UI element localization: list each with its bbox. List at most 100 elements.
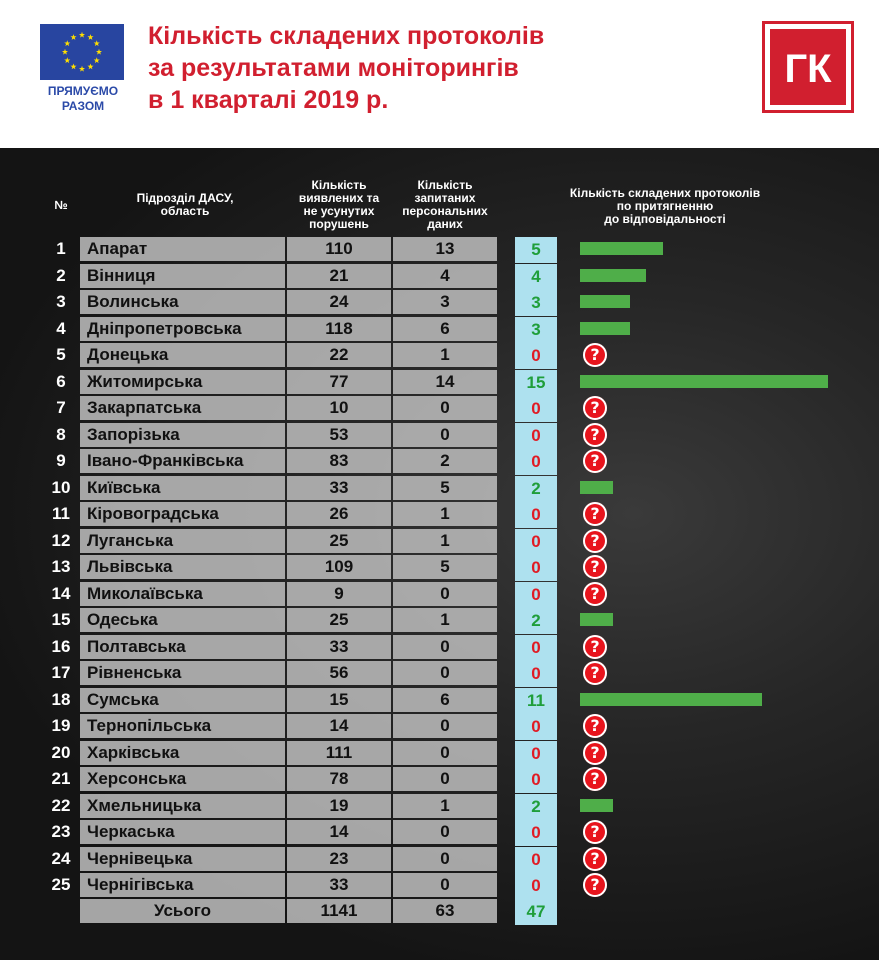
row-requests: 13 [393, 237, 497, 261]
row-name: Луганська [80, 528, 285, 553]
row-name: Тернопільська [80, 714, 285, 738]
row-requests: 0 [393, 846, 497, 871]
row-protocols: 0 [515, 581, 557, 608]
question-mark-icon: ? [583, 396, 607, 420]
row-requests: 1 [393, 608, 497, 632]
header-col-protocols-line3: до відповідальності [604, 212, 726, 226]
gk-logo-icon: ГК [762, 21, 854, 113]
table-row: 24 Чернівецька 23 0 0? [0, 846, 879, 873]
row-number: 18 [51, 689, 71, 709]
header-col-requests-line4: даних [427, 217, 463, 231]
row-number: 24 [51, 848, 71, 868]
row-violations: 33 [287, 873, 391, 897]
row-violations: 77 [287, 369, 391, 394]
row-violations: 118 [287, 316, 391, 341]
total-label: Усього [80, 899, 285, 923]
row-number: 1 [56, 239, 66, 258]
header-col-violations-line2: виявлених та [298, 191, 380, 205]
table-row: 5 Донецька 22 1 0? [0, 343, 879, 369]
row-violations: 9 [287, 581, 391, 606]
table-row: 23 Черкаська 14 0 0? [0, 820, 879, 846]
row-number: 5 [56, 345, 66, 364]
row-name: Запорізька [80, 422, 285, 447]
row-name: Чернігівська [80, 873, 285, 897]
row-name: Донецька [80, 343, 285, 367]
header-col-violations-line3: не усунутих [303, 204, 375, 218]
protocol-bar [580, 321, 630, 335]
row-name: Івано-Франківська [80, 449, 285, 473]
row-number: 13 [51, 557, 71, 576]
row-violations: 10 [287, 396, 391, 420]
eu-star-icon [87, 34, 94, 40]
eu-star-icon [78, 31, 86, 38]
total-row: Усього 1141 63 47 [0, 899, 879, 925]
row-number: 16 [51, 636, 71, 656]
table-row: 6 Житомирська 77 14 15 [0, 369, 879, 396]
row-violations: 23 [287, 846, 391, 871]
table-row: 13 Львівська 109 5 0? [0, 555, 879, 581]
table-row: 18 Сумська 15 6 11 [0, 687, 879, 714]
row-name: Апарат [80, 237, 285, 261]
row-name: Київська [80, 475, 285, 500]
row-number: 4 [56, 318, 66, 338]
row-violations: 53 [287, 422, 391, 447]
protocol-bar [580, 692, 762, 706]
question-mark-icon: ? [583, 634, 607, 659]
header-col-violations: Кількість виявлених та не усунутих поруш… [287, 179, 391, 231]
row-number: 21 [51, 769, 71, 788]
table-row: 11 Кіровоградська 26 1 0? [0, 502, 879, 528]
question-mark-icon: ? [583, 422, 607, 447]
row-name: Закарпатська [80, 396, 285, 420]
row-number: 8 [56, 424, 66, 444]
row-violations: 24 [287, 290, 391, 314]
row-requests: 3 [393, 290, 497, 314]
row-requests: 0 [393, 396, 497, 420]
row-requests: 1 [393, 502, 497, 526]
header-col-requests-line3: персональних [402, 204, 488, 218]
protocol-bar [580, 613, 614, 626]
row-violations: 25 [287, 528, 391, 553]
table-row: 10 Київська 33 5 2 [0, 475, 879, 502]
question-mark-icon: ? [583, 502, 607, 526]
row-protocols: 5 [515, 237, 557, 263]
row-protocols: 0 [515, 661, 557, 687]
row-number: 19 [51, 716, 71, 735]
question-mark-icon: ? [583, 820, 607, 844]
row-protocols: 3 [515, 316, 557, 343]
row-name: Вінниця [80, 263, 285, 288]
row-requests: 0 [393, 634, 497, 659]
protocol-bar [580, 374, 828, 388]
table-row: 2 Вінниця 21 4 4 [0, 263, 879, 290]
row-violations: 15 [287, 687, 391, 712]
question-mark-icon: ? [583, 767, 607, 791]
row-name: Хмельницька [80, 793, 285, 818]
row-protocols: 0 [515, 343, 557, 369]
header-col-violations-line1: Кількість [311, 178, 367, 192]
row-protocols: 0 [515, 820, 557, 846]
eu-star-icon [93, 40, 100, 47]
row-requests: 0 [393, 661, 497, 685]
eu-star-icon [87, 63, 94, 70]
row-requests: 0 [393, 873, 497, 897]
row-violations: 83 [287, 449, 391, 473]
eu-flag-icon [40, 24, 124, 80]
row-protocols: 3 [515, 290, 557, 316]
row-number: 10 [51, 477, 71, 497]
total-protocols: 47 [515, 899, 557, 925]
table-row: 21 Херсонська 78 0 0? [0, 767, 879, 793]
row-requests: 1 [393, 343, 497, 367]
row-number: 20 [51, 742, 71, 762]
table-row: 15 Одеська 25 1 2 [0, 608, 879, 634]
row-violations: 109 [287, 555, 391, 579]
row-number: 2 [56, 265, 66, 285]
eu-star-icon [93, 57, 100, 64]
header-col-no: № [54, 198, 68, 212]
eu-star-icon [78, 65, 86, 72]
title-line1: Кількість складених протоколів [148, 22, 545, 50]
row-requests: 0 [393, 422, 497, 447]
row-name: Сумська [80, 687, 285, 712]
row-name: Львівська [80, 555, 285, 579]
protocol-bar [580, 798, 614, 812]
row-protocols: 0 [515, 634, 557, 661]
row-requests: 5 [393, 475, 497, 500]
